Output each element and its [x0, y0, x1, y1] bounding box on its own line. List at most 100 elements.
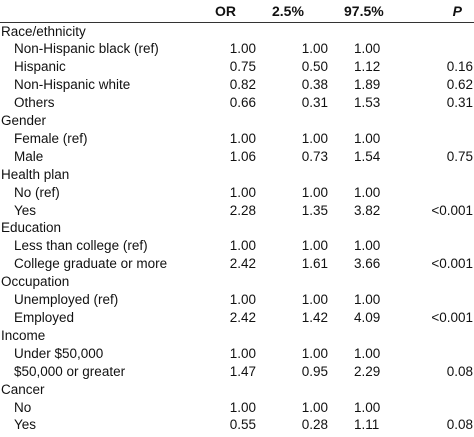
cell-ci-upper: 1.00: [354, 238, 381, 254]
cell-p-value: [416, 112, 474, 130]
cell-ci-lower: [272, 381, 344, 399]
cell-ci-lower: 0.50: [301, 59, 328, 75]
cell-p-value: 0.08: [446, 417, 473, 433]
cell-p-value: <0.001: [431, 202, 473, 218]
cell-ci-upper: 3.66: [354, 256, 381, 272]
cell-ci-upper: 4.09: [354, 310, 381, 325]
cell-or: 0.66: [229, 95, 256, 111]
row-label: Male: [14, 148, 44, 164]
cell-or: 0.75: [229, 59, 256, 75]
cell-ci-upper: 1.89: [354, 77, 381, 93]
cell-or: 1.00: [229, 41, 256, 57]
cell-or: 1.00: [229, 345, 256, 361]
cell-p-value: 0.31: [446, 95, 473, 111]
row-label: Under $50,000: [14, 345, 104, 361]
cell-p-value: [416, 166, 474, 184]
table-body: Race/ethnicity Non-Hispanic black (ref) 1.…: [0, 22, 474, 434]
row-label: Less than college (ref): [14, 238, 148, 254]
header-p-value: P: [452, 2, 462, 19]
cell-ci-lower: [272, 219, 344, 237]
cell-or: [195, 273, 272, 291]
cell-ci-lower: [272, 22, 344, 40]
cell-p-value: <0.001: [431, 310, 473, 325]
cell-or: [195, 22, 272, 40]
cell-ci-upper: 1.00: [354, 292, 381, 308]
row-label: $50,000 or greater: [14, 363, 126, 379]
header-ci-upper: 97.5%: [344, 2, 384, 19]
table-row: Under $50,000 1.00 1.00 1.00: [0, 345, 474, 363]
cell-p-value: [416, 40, 474, 58]
cell-ci-upper: 1.00: [354, 399, 381, 415]
cell-ci-lower: 0.28: [301, 417, 328, 433]
group-header-row: Occupation: [0, 273, 474, 291]
cell-ci-upper: 1.53: [354, 95, 381, 111]
cell-p-value: 0.75: [446, 148, 473, 164]
row-label: Yes: [14, 417, 37, 433]
row-label: Non-Hispanic white: [14, 77, 131, 93]
row-label: Race/ethnicity: [1, 23, 86, 39]
cell-ci-upper: 1.54: [354, 148, 381, 164]
cell-p-value: [416, 130, 474, 148]
table-row: Non-Hispanic white 0.82 0.38 1.89 0.62: [0, 76, 474, 94]
header-variable: [0, 0, 195, 22]
cell-ci-lower: [272, 273, 344, 291]
row-label: Hispanic: [14, 59, 66, 75]
table-row: Hispanic 0.75 0.50 1.12 0.16: [0, 58, 474, 76]
cell-ci-lower: 1.00: [301, 345, 328, 361]
cell-ci-lower: 1.00: [301, 130, 328, 146]
cell-or: 0.55: [229, 417, 256, 433]
row-label: Education: [1, 220, 62, 236]
table-row: Non-Hispanic black (ref) 1.00 1.00 1.00: [0, 40, 474, 58]
cell-or: 1.06: [229, 148, 256, 164]
cell-ci-upper: [344, 219, 416, 237]
cell-ci-upper: 3.82: [354, 202, 381, 218]
row-label: Non-Hispanic black (ref): [14, 41, 159, 57]
cell-p-value: [416, 273, 474, 291]
cell-ci-lower: 1.00: [301, 238, 328, 254]
cell-ci-lower: 1.00: [301, 292, 328, 308]
table-row: Yes 0.55 0.28 1.11 0.08: [0, 416, 474, 434]
cell-or: [195, 327, 272, 345]
row-label: Gender: [1, 113, 47, 129]
cell-ci-upper: [344, 273, 416, 291]
cell-p-value: [416, 399, 474, 417]
row-label: Cancer: [1, 381, 45, 397]
row-label: Occupation: [1, 274, 70, 290]
row-label: College graduate or more: [14, 256, 168, 272]
table-row: Male 1.06 0.73 1.54 0.75: [0, 148, 474, 166]
cell-p-value: [416, 327, 474, 345]
row-label: Employed: [14, 310, 75, 325]
table-header: OR 2.5% 97.5% P: [0, 0, 474, 22]
table-row: Female (ref) 1.00 1.00 1.00: [0, 130, 474, 148]
cell-ci-upper: 1.00: [354, 130, 381, 146]
cell-or: 1.47: [229, 363, 256, 379]
table-row: Employed 2.42 1.42 4.09 <0.001: [0, 309, 474, 327]
table-row: Yes 2.28 1.35 3.82 <0.001: [0, 202, 474, 220]
group-header-row: Race/ethnicity: [0, 22, 474, 40]
row-label: Unemployed (ref): [14, 292, 119, 308]
cell-ci-upper: [344, 381, 416, 399]
cell-ci-upper: 1.00: [354, 184, 381, 200]
cell-or: 1.00: [229, 238, 256, 254]
cell-p-value: [416, 345, 474, 363]
row-label: Yes: [14, 202, 37, 218]
cell-or: 1.00: [229, 130, 256, 146]
cell-p-value: [416, 381, 474, 399]
row-label: Female (ref): [14, 130, 88, 146]
cell-p-value: 0.08: [446, 363, 473, 379]
cell-ci-upper: 2.29: [354, 363, 381, 379]
group-header-row: Cancer: [0, 381, 474, 399]
table-row: No 1.00 1.00 1.00: [0, 399, 474, 417]
table-row: Others 0.66 0.31 1.53 0.31: [0, 94, 474, 112]
cell-or: 1.00: [229, 184, 256, 200]
header-row: OR 2.5% 97.5% P: [0, 0, 474, 22]
cell-or: 2.42: [229, 256, 256, 272]
cell-ci-lower: 1.35: [301, 202, 328, 218]
cell-ci-lower: 1.00: [301, 184, 328, 200]
cell-ci-lower: 1.00: [301, 41, 328, 57]
cell-or: [195, 219, 272, 237]
cell-ci-lower: 1.42: [301, 310, 328, 325]
cell-ci-upper: [344, 112, 416, 130]
cell-ci-upper: [344, 22, 416, 40]
